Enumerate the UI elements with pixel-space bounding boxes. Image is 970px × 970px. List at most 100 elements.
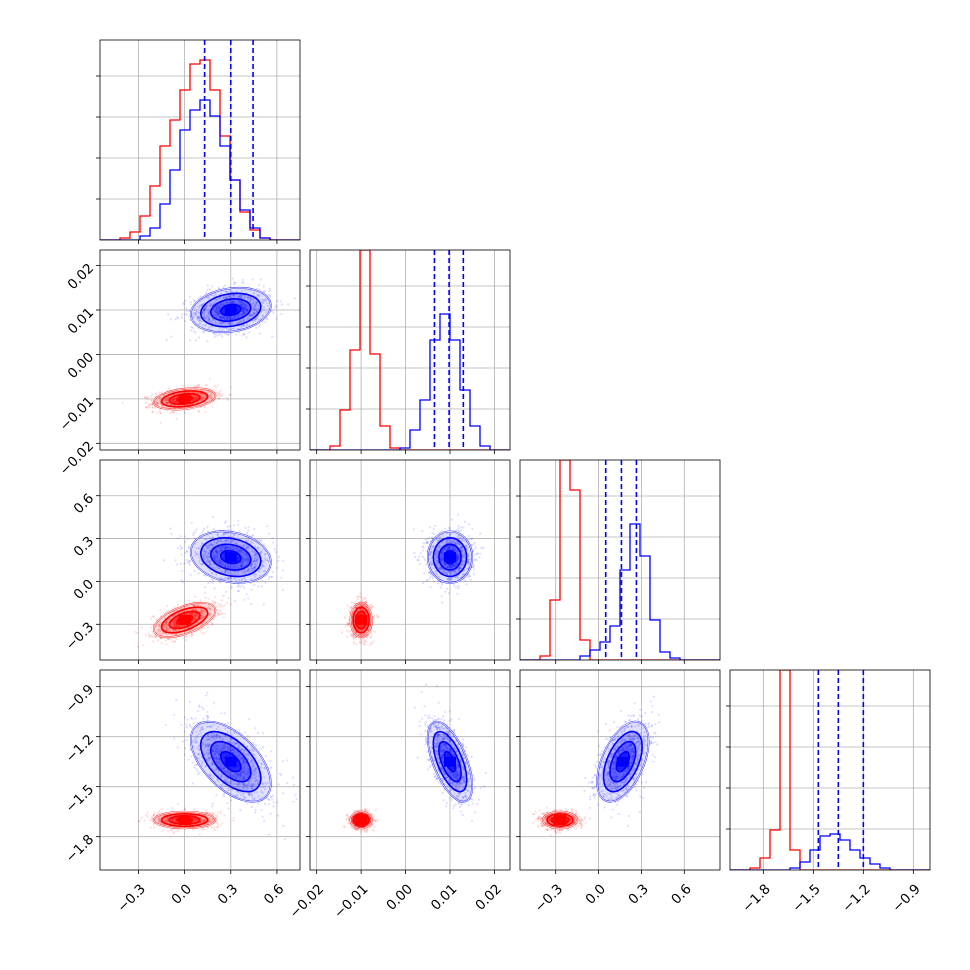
sample-point bbox=[258, 539, 261, 542]
sample-point bbox=[426, 541, 429, 544]
sample-point bbox=[262, 285, 265, 288]
sample-point bbox=[166, 626, 169, 629]
sample-point bbox=[220, 549, 223, 553]
sample-point bbox=[168, 627, 171, 630]
sample-point bbox=[442, 553, 445, 557]
sample-point bbox=[253, 566, 256, 569]
sample-point bbox=[222, 532, 225, 535]
sample-point bbox=[199, 304, 203, 307]
sample-point bbox=[195, 396, 198, 399]
sample-point bbox=[210, 396, 213, 399]
sample-point bbox=[274, 304, 277, 307]
sample-point bbox=[218, 307, 221, 310]
sample-point bbox=[224, 577, 227, 581]
sample-point bbox=[217, 309, 221, 312]
sample-point bbox=[161, 404, 164, 407]
sample-point bbox=[370, 607, 373, 610]
sample-point bbox=[429, 550, 432, 554]
sample-point bbox=[245, 308, 248, 311]
sample-point bbox=[471, 537, 474, 540]
sample-point bbox=[217, 540, 221, 543]
sample-point bbox=[364, 605, 367, 608]
sample-point bbox=[181, 624, 184, 627]
sample-point bbox=[185, 310, 189, 313]
sample-point bbox=[215, 605, 218, 608]
sample-point bbox=[209, 563, 212, 566]
sample-point bbox=[214, 543, 217, 546]
sample-point bbox=[237, 590, 240, 593]
sample-point bbox=[164, 399, 167, 402]
sample-point bbox=[152, 615, 155, 619]
sample-point bbox=[250, 539, 253, 542]
sample-point bbox=[245, 305, 248, 308]
panel-frame bbox=[99, 39, 301, 241]
sample-point bbox=[194, 550, 197, 553]
sample-point bbox=[232, 539, 235, 542]
sample-point bbox=[344, 625, 347, 628]
sample-point bbox=[227, 333, 230, 336]
sample-point bbox=[165, 621, 168, 624]
sample-point bbox=[272, 541, 275, 544]
sample-point bbox=[209, 580, 212, 583]
sample-point bbox=[246, 569, 249, 572]
sample-point bbox=[359, 612, 362, 616]
sample-point bbox=[459, 526, 463, 529]
sample-point bbox=[198, 392, 202, 395]
sample-point bbox=[218, 561, 222, 564]
sample-point bbox=[251, 303, 254, 306]
sample-point bbox=[224, 576, 227, 579]
sample-point bbox=[171, 398, 174, 401]
sample-point bbox=[185, 550, 189, 553]
sample-point bbox=[253, 308, 256, 311]
sample-point bbox=[229, 572, 233, 575]
sample-point bbox=[216, 533, 219, 536]
sample-point bbox=[170, 532, 173, 536]
sample-point bbox=[220, 548, 223, 552]
sample-point bbox=[151, 403, 154, 406]
sample-point bbox=[262, 314, 265, 317]
sample-point bbox=[223, 571, 227, 575]
sample-point bbox=[144, 406, 148, 409]
sample-point bbox=[171, 640, 174, 643]
sample-point bbox=[344, 616, 347, 619]
sample-point bbox=[468, 538, 471, 541]
sample-point bbox=[218, 312, 221, 315]
sample-point bbox=[219, 321, 222, 324]
sample-point bbox=[224, 546, 227, 550]
sample-point bbox=[287, 303, 290, 306]
sample-point bbox=[348, 609, 351, 612]
sample-point bbox=[164, 623, 167, 626]
sample-point bbox=[208, 396, 211, 399]
sample-point bbox=[228, 394, 231, 397]
sample-point bbox=[196, 553, 199, 556]
sample-point bbox=[217, 613, 220, 616]
sample-point bbox=[209, 397, 213, 400]
sample-point bbox=[370, 642, 373, 645]
sample-point bbox=[252, 311, 255, 314]
sample-point bbox=[242, 320, 245, 323]
sample-point bbox=[207, 312, 210, 315]
sample-point bbox=[191, 613, 194, 617]
sample-point bbox=[359, 637, 362, 640]
sample-point bbox=[224, 532, 228, 535]
sample-point bbox=[255, 310, 258, 313]
sample-point bbox=[372, 640, 375, 643]
sample-point bbox=[253, 303, 256, 306]
sample-point bbox=[255, 287, 258, 290]
sample-point bbox=[161, 632, 164, 635]
sample-point bbox=[205, 624, 208, 627]
sample-point bbox=[208, 607, 211, 610]
sample-point bbox=[206, 284, 209, 287]
sample-point bbox=[260, 550, 263, 554]
sample-point bbox=[242, 544, 245, 547]
sample-point bbox=[203, 330, 206, 333]
sample-point bbox=[188, 626, 191, 629]
sample-point bbox=[193, 299, 196, 302]
sample-point bbox=[448, 546, 451, 549]
sample-point bbox=[197, 384, 200, 387]
sample-point bbox=[200, 617, 204, 620]
sample-point bbox=[211, 577, 214, 581]
sample-point bbox=[175, 623, 178, 627]
sample-point bbox=[179, 562, 182, 565]
sample-point bbox=[217, 333, 220, 336]
